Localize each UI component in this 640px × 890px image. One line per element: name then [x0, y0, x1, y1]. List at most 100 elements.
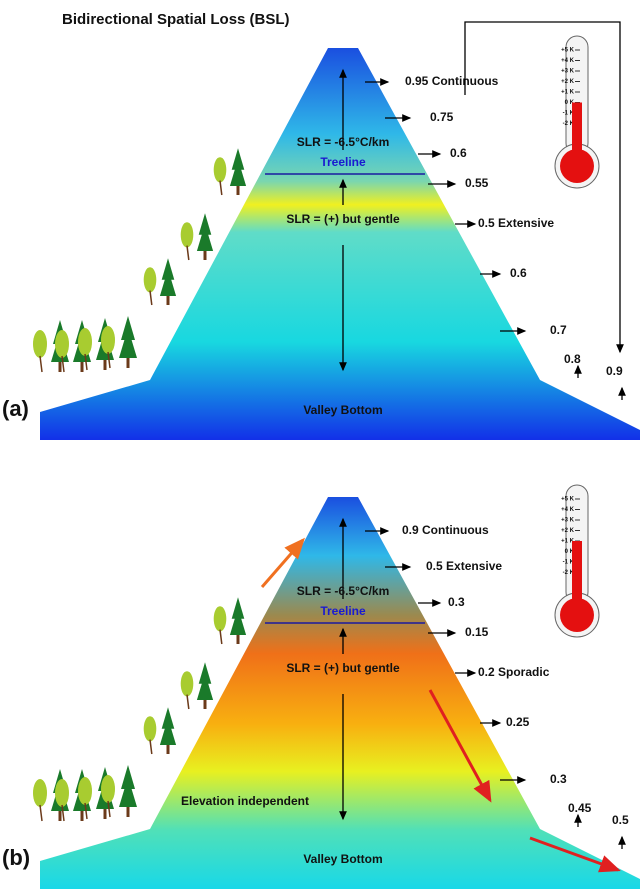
trunk: [149, 739, 153, 755]
bush: [101, 775, 115, 803]
annotation: 0.7: [550, 323, 567, 337]
arrow: [260, 537, 305, 588]
annotation: 0.25: [506, 715, 530, 729]
annotation: 0.95 Continuous: [405, 74, 499, 88]
arrow: [428, 689, 492, 803]
thermometer-tick: +3 K: [561, 69, 575, 75]
trunk: [203, 251, 207, 260]
trunk: [80, 362, 84, 372]
valley-label: Valley Bottom: [303, 852, 382, 866]
trunk: [58, 362, 62, 372]
thermometer-tick: +4 K: [561, 58, 575, 64]
annotation: 0.8: [564, 352, 581, 366]
connector: [464, 21, 624, 354]
bush: [101, 326, 115, 354]
tree: [159, 269, 177, 296]
thermometer-tick: +1 K: [561, 90, 575, 96]
bush: [213, 606, 227, 632]
thermometer-tick: +5 K: [561, 48, 575, 54]
thermometer-tick: -1 K: [563, 560, 575, 566]
note: Elevation independent: [181, 794, 309, 808]
slr-lower: SLR = (+) but gentle: [286, 212, 400, 226]
annotation: 0.9: [606, 364, 623, 378]
treeline-label: Treeline: [320, 155, 366, 169]
bush: [33, 330, 47, 358]
thermometer-bulb: [560, 598, 594, 632]
tree: [161, 258, 175, 280]
bush: [180, 671, 194, 697]
tree: [159, 718, 177, 745]
annotation: 0.45: [568, 801, 592, 815]
tree: [119, 777, 137, 807]
trunk: [39, 355, 43, 373]
thermometer-tick: +4 K: [561, 507, 575, 513]
trunk: [107, 800, 111, 818]
bush: [55, 779, 69, 807]
trunk: [61, 804, 65, 822]
title: Bidirectional Spatial Loss (BSL): [62, 11, 290, 28]
trunk: [126, 358, 130, 368]
thermometer-tick: +3 K: [561, 518, 575, 524]
trunk: [103, 809, 107, 819]
thermometer-tick: -1 K: [563, 111, 575, 117]
annotation: 0.6: [510, 266, 527, 280]
thermometer-tick: +5 K: [561, 497, 575, 503]
panel-label: (a): [2, 396, 29, 421]
trunk: [107, 351, 111, 369]
trunk: [39, 804, 43, 822]
trunk: [84, 802, 88, 820]
bush: [78, 777, 92, 805]
trunk: [84, 353, 88, 371]
panel-label: (b): [2, 845, 30, 870]
thermometer-tick: +2 K: [561, 528, 575, 534]
trunk: [219, 629, 223, 645]
tree: [198, 213, 212, 235]
annotation: 0.5 Extensive: [426, 559, 502, 573]
thermometer-fill: [572, 102, 582, 166]
slr-lower: SLR = (+) but gentle: [286, 661, 400, 675]
trunk: [236, 635, 240, 644]
tree: [231, 148, 245, 170]
trunk: [166, 745, 170, 754]
bush: [213, 157, 227, 183]
annotation: 0.2 Sporadic: [478, 665, 550, 679]
thermometer-tick: -2 K: [563, 121, 575, 127]
tree: [198, 662, 212, 684]
trunk: [61, 355, 65, 373]
tree: [231, 597, 245, 619]
tree: [229, 159, 247, 186]
trunk: [186, 245, 190, 261]
thermometer-tick: 0 K: [565, 100, 575, 106]
annotation: 0.3: [448, 595, 465, 609]
trunk: [166, 296, 170, 305]
thermometer-bulb: [560, 149, 594, 183]
tree: [161, 707, 175, 729]
thermometer-tick: 0 K: [565, 549, 575, 555]
bush: [143, 267, 157, 293]
trunk: [203, 700, 207, 709]
tree: [196, 224, 214, 251]
bush: [55, 330, 69, 358]
bush: [180, 222, 194, 248]
bush: [33, 779, 47, 807]
mountain: [40, 497, 640, 889]
trunk: [219, 180, 223, 196]
annotation: 0.6: [450, 146, 467, 160]
trunk: [103, 360, 107, 370]
tree: [121, 316, 135, 340]
slr-upper: SLR = -6.5°C/km: [297, 135, 390, 149]
valley-label: Valley Bottom: [303, 403, 382, 417]
mountain: [40, 48, 640, 440]
annotation: 0.5 Extensive: [478, 216, 554, 230]
annotation: 0.9 Continuous: [402, 523, 489, 537]
annotation: 0.55: [465, 176, 489, 190]
annotation: 0.75: [430, 110, 454, 124]
slr-upper: SLR = -6.5°C/km: [297, 584, 390, 598]
thermometer-tick: -2 K: [563, 570, 575, 576]
annotation: 0.5: [612, 813, 629, 827]
trunk: [58, 811, 62, 821]
trunk: [236, 186, 240, 195]
annotation: 0.15: [465, 625, 489, 639]
annotation: 0.3: [550, 772, 567, 786]
